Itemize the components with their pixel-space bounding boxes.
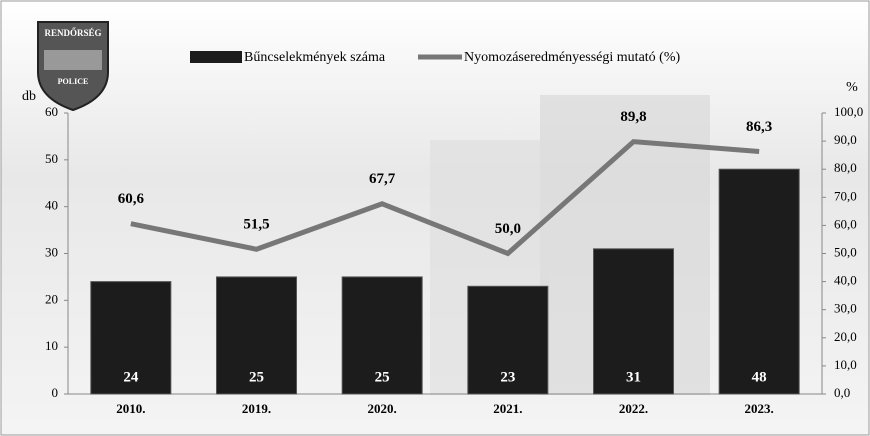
x-tick-label: 2019. (242, 401, 271, 416)
logo: RENDŐRSÉG POLICE (38, 22, 108, 110)
legend-swatch (190, 51, 242, 63)
logo-text: RENDŐRSÉG (44, 28, 101, 38)
bar-value-label: 48 (752, 369, 767, 385)
x-tick-label: 2021. (493, 401, 522, 416)
logo-text: POLICE (58, 77, 89, 86)
line-value-label: 67,7 (369, 171, 396, 187)
bar-value-label: 23 (500, 369, 515, 385)
y-tick-label: 60 (45, 104, 58, 119)
legend-label: Bűncselekmények száma (244, 50, 386, 65)
line-value-label: 51,5 (243, 217, 269, 233)
bar (719, 169, 799, 394)
x-tick-label: 2022. (619, 401, 648, 416)
y2-tick-label: 90,0 (834, 132, 857, 147)
line-value-label: 89,8 (620, 109, 646, 125)
y-tick-label: 30 (45, 244, 58, 259)
line-value-label: 86,3 (746, 119, 772, 135)
x-tick-label: 2010. (116, 401, 145, 416)
y-axis-label: db (22, 89, 36, 104)
y-tick-label: 10 (45, 338, 58, 353)
bar-value-label: 31 (626, 369, 641, 385)
y2-tick-label: 40,0 (834, 273, 857, 288)
y-tick-label: 40 (45, 198, 58, 213)
y2-tick-label: 0,0 (834, 385, 850, 400)
y2-tick-label: 80,0 (834, 160, 857, 175)
y2-tick-label: 50,0 (834, 244, 857, 259)
y2-tick-label: 60,0 (834, 216, 857, 231)
x-tick-label: 2020. (368, 401, 397, 416)
y-tick-label: 50 (45, 151, 58, 166)
y-tick-label: 20 (45, 291, 58, 306)
x-tick-label: 2023. (745, 401, 774, 416)
legend-label: Nyomozáseredményességi mutató (%) (464, 50, 680, 65)
y2-tick-label: 20,0 (834, 329, 857, 344)
bar-value-label: 25 (249, 369, 264, 385)
line-value-label: 60,6 (118, 191, 145, 207)
chart: RENDŐRSÉG POLICE db % 0 10 20 30 40 50 60 0,0 10… (0, 0, 870, 436)
y2-tick-label: 30,0 (834, 301, 857, 316)
bar-value-label: 25 (375, 369, 390, 385)
y2-tick-label: 10,0 (834, 357, 857, 372)
bar-value-label: 24 (123, 369, 139, 385)
y-tick-label: 0 (52, 385, 59, 400)
y2-axis-label: % (846, 80, 858, 95)
line-value-label: 50,0 (495, 221, 521, 237)
y2-tick-label: 70,0 (834, 188, 857, 203)
y2-tick-label: 100,0 (834, 104, 863, 119)
